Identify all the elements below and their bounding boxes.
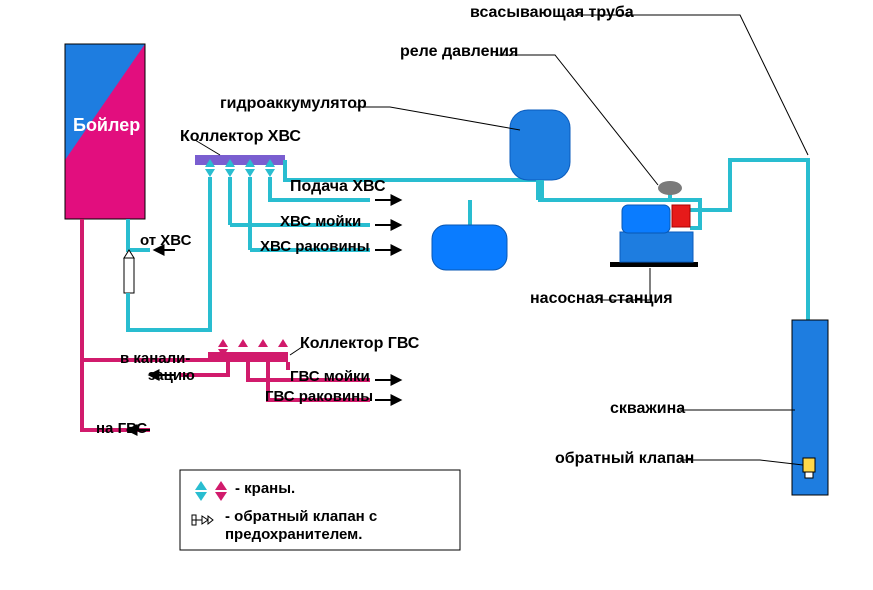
hot-basin-label: ГВС раковины <box>265 388 373 405</box>
legend-check-2: предохранителем. <box>225 526 362 543</box>
well-shape <box>792 320 828 495</box>
legend-valves: - краны. <box>235 480 295 497</box>
diagram-canvas <box>0 0 873 590</box>
accumulator-shape <box>510 110 570 200</box>
pressure-relay-shape <box>658 181 682 195</box>
suction-pipe <box>690 160 808 455</box>
to-hot-label: на ГВС <box>96 420 147 437</box>
pressure-relay-label: реле давления <box>400 43 518 61</box>
collector-hot-shape <box>208 352 288 362</box>
suction-pipe-label: всасывающая труба <box>470 4 634 22</box>
to-sewer-2: зацию <box>148 367 195 384</box>
feed-cold-label: Подача ХВС <box>290 178 386 196</box>
tank-shape <box>432 225 507 270</box>
cold-sink-label: ХВС мойки <box>280 213 361 230</box>
boiler-label: Бойлер <box>73 115 140 136</box>
hot-sink-label: ГВС мойки <box>290 368 370 385</box>
check-valve-label: обратный клапан <box>555 450 694 468</box>
from-cold-label: от ХВС <box>140 232 191 249</box>
collector-cold-label: Коллектор ХВС <box>180 128 301 146</box>
pump-station-shape <box>610 205 698 267</box>
legend-check-1: - обратный клапан с <box>225 508 377 525</box>
well-label: скважина <box>610 400 685 418</box>
pump-station-label: насосная станция <box>530 290 673 308</box>
cold-basin-label: ХВС раковины <box>260 238 370 255</box>
collector-hot-label: Коллектор ГВС <box>300 335 419 353</box>
accumulator-label: гидроаккумулятор <box>220 95 367 113</box>
to-sewer-1: в канали- <box>120 350 190 367</box>
